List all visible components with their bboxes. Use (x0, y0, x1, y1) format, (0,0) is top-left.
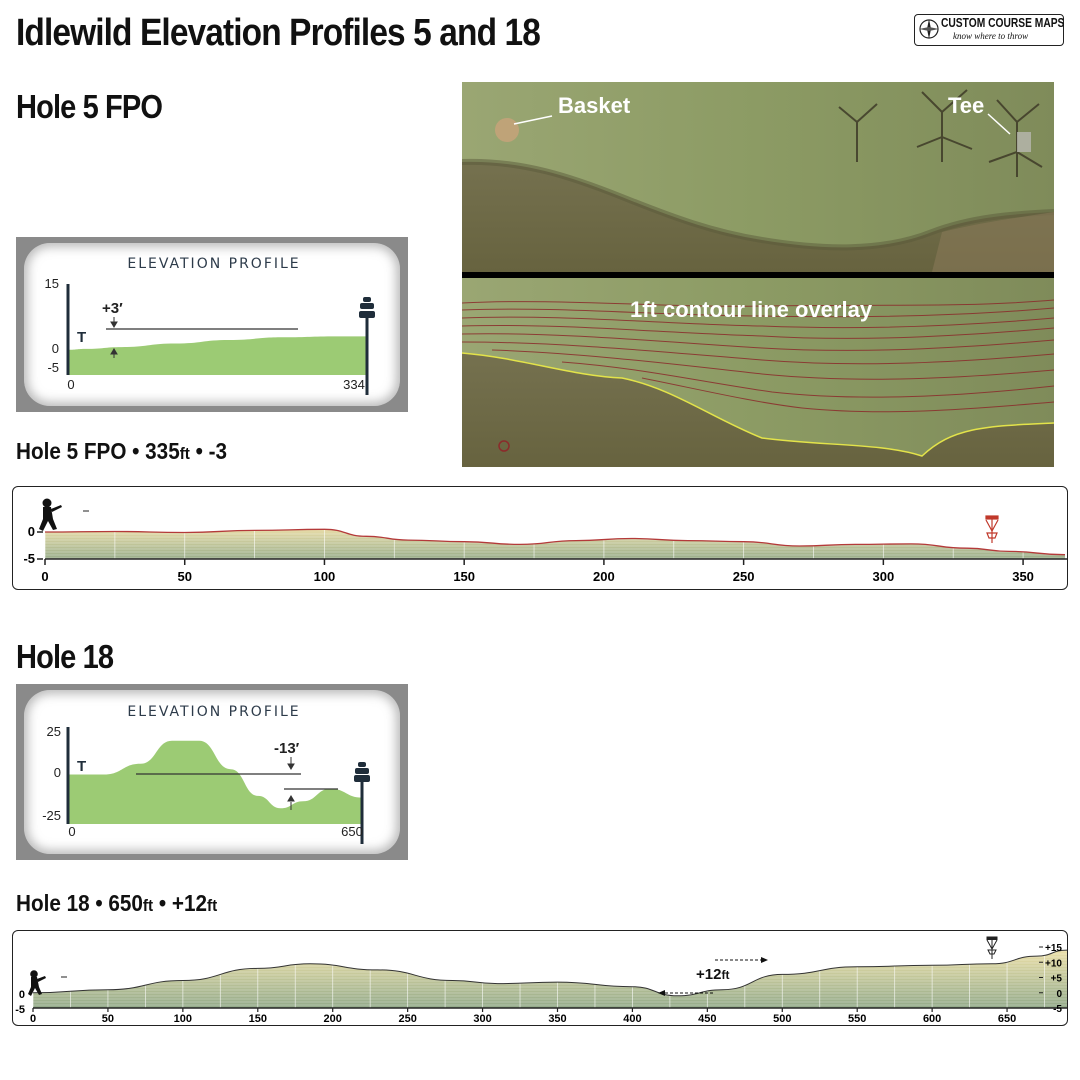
x-tick-label: 0 (30, 1013, 36, 1025)
y-tick-label: +10 (1045, 958, 1062, 969)
contour-lines (462, 299, 1054, 413)
basket-icon (359, 297, 375, 318)
x-tick-label: 600 (923, 1013, 941, 1025)
hole18-card-delta-label: -13′ (274, 740, 300, 757)
hole5-card-title: ELEVATION PROFILE (127, 256, 300, 272)
hole5-card-y-label: 0 (52, 341, 59, 356)
hole18-card-area (68, 740, 362, 824)
hole18-card-y-label: 25 (47, 724, 61, 739)
x-tick-label: 50 (177, 569, 191, 584)
hole18-strip-right-axis: +15 +10 +5 0 -5 (1039, 943, 1062, 1015)
hole18-card-x-label: 650 (341, 824, 363, 839)
hole5-card-area (68, 336, 367, 375)
x-tick-label: 200 (593, 569, 615, 584)
y-tick-label: -5 (1053, 1004, 1062, 1015)
x-tick-label: 450 (698, 1013, 716, 1025)
basket-icon (354, 762, 370, 782)
disc-golfer-icon (39, 498, 62, 531)
hole5-card-x-label: 334 (343, 377, 365, 392)
hole18-strip-grid (32, 941, 1045, 1008)
disc-golfer-icon (28, 970, 46, 996)
x-tick-label: 50 (102, 1013, 114, 1025)
hole5-profile-strip: 0 50 100 150 200 250 300 350 0 -5 (12, 486, 1068, 590)
hole18-card-y-label: -25 (42, 808, 61, 823)
x-tick-label: 650 (998, 1013, 1016, 1025)
hole5-elevation-card: ELEVATION PROFILE 15 0 -5 0 334 T +3′ (16, 237, 408, 412)
x-tick-label: 150 (453, 569, 475, 584)
hole18-heading: Hole 18 (16, 638, 114, 675)
hole18-card-title: ELEVATION PROFILE (127, 704, 300, 720)
hole5-strip-y-label: -5 (23, 551, 35, 566)
hole18-strip-area (33, 950, 1067, 1008)
hole18-strip-y-label: -5 (15, 1004, 25, 1016)
hole18-strip-bands (33, 944, 1067, 1006)
x-tick-label: 400 (623, 1013, 641, 1025)
hole18-card-tee-marker: T (77, 758, 86, 775)
hole5-strip-bands (45, 533, 1067, 559)
hole5-strip-x-ticks: 0 50 100 150 200 250 300 350 (41, 559, 1034, 584)
hole18-card-y-label: 0 (54, 765, 61, 780)
hole5-aerial-photo: Basket Tee 1ft contour line overlay (462, 82, 1054, 467)
contour-overlay-label: 1ft contour line overlay (630, 297, 873, 322)
hole5-card-y-label: 15 (45, 276, 59, 291)
x-tick-label: 300 (873, 569, 895, 584)
compass-icon (919, 19, 939, 39)
hole18-strip-x-ticks: 0 50 100 150 200 250 300 350 400 450 500 550 600 650 (30, 1008, 1016, 1025)
logo-line2: know where to throw (953, 31, 1029, 41)
arrow-left-icon (658, 990, 715, 996)
hole5-strip-grid (44, 527, 1024, 559)
arrow-right-icon (715, 957, 768, 963)
hole5-card-y-label: -5 (47, 360, 59, 375)
y-tick-label: +5 (1051, 974, 1063, 985)
x-tick-label: 200 (324, 1013, 342, 1025)
hole5-strip-profile-line (44, 528, 1066, 556)
delta-arrows-icon (287, 757, 295, 810)
y-tick-label: +15 (1045, 943, 1062, 954)
hole18-strip-annotation: +12ft (696, 966, 729, 983)
x-tick-label: 500 (773, 1013, 791, 1025)
x-tick-label: 350 (548, 1013, 566, 1025)
hole18-elevation-card: ELEVATION PROFILE 25 0 -25 0 650 T -13′ (16, 684, 408, 860)
hole18-profile-strip: 0 50 100 150 200 250 300 350 400 450 500 550 600 650 … (12, 930, 1068, 1026)
hole18-strip-profile-line (32, 949, 1067, 997)
x-tick-label: 300 (473, 1013, 491, 1025)
hole5-caption: Hole 5 FPO • 335ft • -3 (16, 438, 228, 464)
hole5-strip-y-label: 0 (28, 524, 35, 539)
x-tick-label: 150 (249, 1013, 267, 1025)
y-tick-label: 0 (1056, 989, 1062, 1000)
x-tick-label: 0 (41, 569, 48, 584)
hole18-caption: Hole 18 • 650ft • +12ft (16, 890, 218, 916)
x-tick-label: 100 (314, 569, 336, 584)
x-tick-label: 350 (1012, 569, 1034, 584)
custom-course-maps-logo: CUSTOM COURSE MAPS know where to throw (914, 14, 1064, 46)
hole18-card-x-label: 0 (68, 824, 75, 839)
x-tick-label: 100 (174, 1013, 192, 1025)
tee-label: Tee (948, 93, 984, 118)
delta-arrows-icon (110, 317, 118, 358)
x-tick-label: 250 (733, 569, 755, 584)
hole5-card-tee-marker: T (77, 329, 86, 346)
hole18-strip-y-label: 0 (19, 989, 25, 1001)
hole5-heading: Hole 5 FPO (16, 88, 163, 125)
page-title: Idlewild Elevation Profiles 5 and 18 (16, 12, 541, 54)
basket-icon (985, 515, 999, 543)
basket-label: Basket (558, 93, 631, 118)
hole5-card-x-label: 0 (67, 377, 74, 392)
hole5-card-delta-label: +3′ (102, 300, 123, 317)
basket-icon (986, 936, 998, 959)
logo-line1: CUSTOM COURSE MAPS (941, 16, 1065, 30)
x-tick-label: 250 (398, 1013, 416, 1025)
x-tick-label: 550 (848, 1013, 866, 1025)
